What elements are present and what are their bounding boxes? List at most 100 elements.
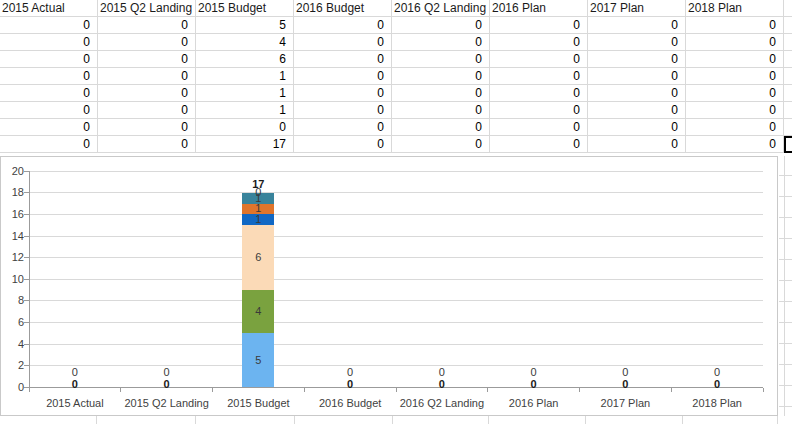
table-cell[interactable]: 0 [588, 102, 686, 119]
table-cell[interactable]: 0 [294, 136, 392, 153]
table-cell[interactable]: 0 [98, 51, 196, 68]
column-gridline [195, 416, 196, 424]
zero-total-label: 0 [157, 378, 177, 391]
table-cell[interactable]: 0 [588, 34, 686, 51]
x-axis-category-label: 2018 Plan [671, 397, 763, 410]
table-cell[interactable]: 0 [490, 119, 588, 136]
table-cell[interactable]: 0 [392, 85, 490, 102]
table-cell-empty[interactable] [784, 119, 792, 136]
column-header[interactable]: 2016 Q2 Landing [392, 0, 490, 17]
table-cell[interactable]: 0 [98, 102, 196, 119]
table-cell[interactable]: 17 [196, 136, 294, 153]
table-cell[interactable]: 0 [686, 51, 784, 68]
x-axis-category-label: 2015 Budget [212, 397, 304, 410]
table-cell-empty[interactable] [784, 85, 792, 102]
table-cell[interactable]: 0 [0, 102, 98, 119]
column-header[interactable]: 2015 Budget [196, 0, 294, 17]
table-cell-empty[interactable] [784, 68, 792, 85]
table-cell[interactable]: 0 [392, 34, 490, 51]
table-cell[interactable]: 0 [0, 68, 98, 85]
table-cell[interactable]: 1 [196, 102, 294, 119]
table-cell[interactable]: 0 [588, 136, 686, 153]
column-header-empty[interactable] [784, 0, 792, 17]
column-header[interactable]: 2016 Budget [294, 0, 392, 17]
table-cell[interactable]: 0 [490, 51, 588, 68]
table-cell[interactable]: 0 [294, 51, 392, 68]
table-cell[interactable]: 1 [196, 85, 294, 102]
zero-total-label: 0 [65, 378, 85, 391]
table-cell[interactable]: 0 [490, 34, 588, 51]
table-cell[interactable]: 0 [490, 68, 588, 85]
table-cell[interactable]: 0 [0, 119, 98, 136]
table-cell-empty[interactable] [784, 51, 792, 68]
table-cell[interactable]: 0 [0, 85, 98, 102]
column-header[interactable]: 2017 Plan [588, 0, 686, 17]
table-cell[interactable]: 0 [686, 119, 784, 136]
table-cell[interactable]: 0 [686, 136, 784, 153]
y-axis-label: 14 [1, 230, 24, 243]
table-cell[interactable]: 0 [392, 102, 490, 119]
y-axis-label: 6 [1, 316, 24, 329]
row-gridline [779, 301, 792, 302]
table-cell[interactable]: 0 [392, 68, 490, 85]
zero-total-label: 0 [524, 378, 544, 391]
table-cell[interactable]: 0 [392, 136, 490, 153]
table-cell[interactable]: 0 [294, 102, 392, 119]
table-cell[interactable]: 0 [294, 68, 392, 85]
table-cell[interactable]: 0 [392, 51, 490, 68]
gridline [29, 365, 763, 366]
column-header[interactable]: 2015 Actual [0, 0, 98, 17]
table-cell[interactable]: 0 [98, 85, 196, 102]
table-cell[interactable]: 0 [0, 136, 98, 153]
table-cell[interactable]: 0 [490, 136, 588, 153]
stacked-bar-chart[interactable]: 024681012141618202015 Actual002015 Q2 La… [0, 156, 778, 416]
table-cell[interactable]: 0 [0, 34, 98, 51]
active-cell-selection[interactable] [784, 136, 792, 153]
column-header[interactable]: 2015 Q2 Landing [98, 0, 196, 17]
table-cell[interactable]: 0 [588, 119, 686, 136]
table-cell[interactable]: 0 [0, 51, 98, 68]
table-cell[interactable]: 0 [686, 85, 784, 102]
column-header[interactable]: 2016 Plan [490, 0, 588, 17]
data-table: 2015 Actual2015 Q2 Landing2015 Budget201… [0, 0, 792, 153]
table-cell[interactable]: 0 [686, 102, 784, 119]
table-cell[interactable]: 6 [196, 51, 294, 68]
table-cell[interactable]: 0 [294, 119, 392, 136]
table-cell-empty[interactable] [784, 102, 792, 119]
table-cell[interactable]: 0 [196, 119, 294, 136]
table-cell[interactable]: 0 [490, 85, 588, 102]
table-cell[interactable]: 0 [392, 17, 490, 34]
column-header[interactable]: 2018 Plan [686, 0, 784, 17]
table-cell[interactable]: 0 [98, 68, 196, 85]
gridline [29, 344, 763, 345]
table-cell[interactable]: 0 [98, 136, 196, 153]
table-cell[interactable]: 1 [196, 68, 294, 85]
table-cell[interactable]: 0 [686, 34, 784, 51]
table-cell[interactable]: 0 [686, 17, 784, 34]
table-cell[interactable]: 0 [98, 119, 196, 136]
table-cell[interactable]: 5 [196, 17, 294, 34]
sheet-cells-below-chart[interactable] [0, 416, 792, 424]
gridline [29, 171, 763, 172]
table-cell[interactable]: 0 [294, 17, 392, 34]
table-cell[interactable]: 0 [686, 68, 784, 85]
table-cell[interactable]: 0 [588, 17, 686, 34]
table-cell[interactable]: 4 [196, 34, 294, 51]
table-cell[interactable]: 0 [294, 85, 392, 102]
column-gridline [784, 156, 785, 424]
table-cell[interactable]: 0 [588, 85, 686, 102]
row-gridline [779, 259, 792, 260]
table-cell[interactable]: 0 [588, 51, 686, 68]
table-cell[interactable]: 0 [490, 17, 588, 34]
table-cell[interactable]: 0 [490, 102, 588, 119]
table-cell-empty[interactable] [784, 17, 792, 34]
table-cell[interactable]: 0 [98, 34, 196, 51]
table-cell[interactable]: 0 [98, 17, 196, 34]
table-cell-empty[interactable] [784, 34, 792, 51]
table-cell[interactable]: 0 [294, 34, 392, 51]
x-axis-tick [120, 388, 121, 392]
table-cell[interactable]: 0 [392, 119, 490, 136]
table-cell[interactable]: 0 [588, 68, 686, 85]
sheet-cells-right-of-chart[interactable] [778, 156, 792, 424]
table-cell[interactable]: 0 [0, 17, 98, 34]
